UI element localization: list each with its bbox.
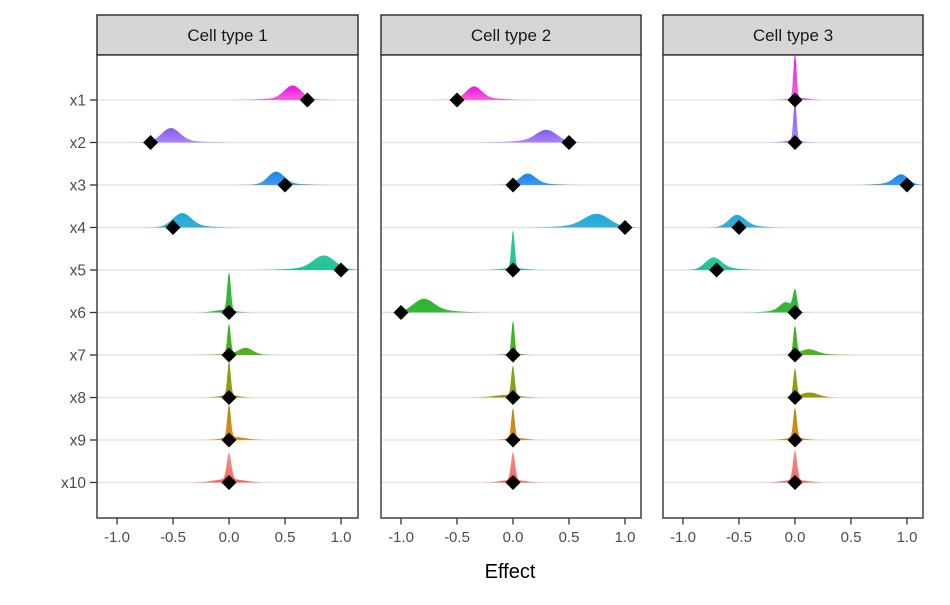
facet-panel-3: -1.0 -0.5 0.0 0.5 1.0: [662, 54, 924, 546]
facet-strip-2: [380, 14, 642, 56]
point-estimate-x1: [787, 92, 803, 108]
ridge-layer: [97, 85, 358, 483]
point-estimate-x8: [787, 390, 803, 405]
point-estimate-x7: [221, 347, 237, 363]
density-ridge-x3: [837, 174, 923, 185]
density-ridge-x6: [726, 289, 830, 313]
x-tick-label: 1.0: [897, 529, 918, 546]
point-estimate-x4: [165, 220, 181, 235]
category-label-x3: x3: [70, 178, 86, 195]
x-tick-label: -0.5: [444, 529, 470, 546]
x-tick-label: 0.5: [841, 529, 862, 546]
category-label-x6: x6: [70, 305, 86, 322]
x-tick-label: -1.0: [670, 529, 696, 546]
point-estimate-x5: [333, 262, 349, 278]
facet-panel-2: -1.0 -0.5 0.0 0.5 1.0: [380, 54, 642, 546]
category-label-x4: x4: [70, 220, 87, 237]
point-estimate-x7: [505, 347, 521, 363]
facet-strips: Cell type 1 Cell type 2 Cell type 3: [96, 14, 924, 56]
point-estimate-x6: [787, 305, 803, 320]
density-ridge-x8: [191, 361, 267, 398]
x-tick-label: 0.5: [275, 529, 296, 546]
x-tick-label: -0.5: [160, 529, 186, 546]
point-estimate-x1: [299, 92, 315, 108]
x-tick-label: 0.0: [503, 529, 524, 546]
density-ridge-x9: [757, 407, 833, 440]
panel-border: [96, 54, 359, 519]
density-ridge-x2: [755, 100, 831, 143]
point-estimate-x3: [505, 177, 521, 193]
panel-border: [380, 54, 642, 519]
point-estimate-x3: [899, 177, 915, 193]
point-estimate-x1: [449, 92, 465, 108]
point-estimate-x6: [393, 305, 409, 320]
x-axis-title: Effect: [485, 561, 536, 583]
category-label-x5: x5: [70, 263, 86, 280]
density-ridge-x1: [200, 85, 358, 100]
category-label-x9: x9: [70, 433, 86, 450]
point-estimate-x10: [787, 475, 803, 490]
density-ridge-x4: [490, 213, 641, 228]
point-estimate-x4: [731, 220, 747, 235]
ridge-layer: [381, 86, 641, 483]
density-ridge-x10: [748, 449, 842, 483]
density-ridge-x5: [663, 257, 785, 270]
density-ridge-x10: [172, 453, 286, 483]
density-ridge-x5: [217, 255, 358, 270]
point-estimate-x5: [505, 262, 521, 278]
density-ridge-x10: [466, 451, 560, 483]
facet-panel-1: -1.0 -0.5 0.0 0.5 1.0: [96, 54, 359, 546]
ridge-layer: [663, 55, 923, 483]
density-ridge-x3: [464, 173, 606, 185]
point-estimate-x2: [787, 135, 803, 150]
x-tick-label: 1.0: [615, 529, 636, 546]
density-ridge-x2: [97, 128, 265, 143]
point-estimate-x9: [787, 432, 803, 448]
point-estimate-x3: [277, 177, 293, 193]
category-label-x10: x10: [61, 475, 86, 492]
point-estimate-x10: [221, 475, 237, 490]
point-estimate-x9: [221, 432, 237, 448]
facet-strip-label-1: Cell type 1: [187, 26, 267, 45]
x-tick-label: -1.0: [104, 529, 130, 546]
category-label-x8: x8: [70, 390, 86, 407]
point-estimate-x7: [787, 347, 803, 363]
point-estimate-x9: [505, 432, 521, 448]
point-estimate-x8: [505, 390, 521, 405]
facet-strip-label-2: Cell type 2: [471, 26, 551, 45]
category-label-x2: x2: [70, 135, 86, 152]
density-ridge-x4: [684, 214, 807, 228]
point-estimate-x5: [709, 262, 725, 278]
panel-border: [662, 54, 924, 519]
facet-strip-label-3: Cell type 3: [753, 26, 833, 45]
point-estimate-x4: [617, 220, 633, 235]
facet-strip-1: [96, 14, 359, 56]
category-label-x7: x7: [70, 348, 86, 365]
point-estimate-x2: [561, 135, 577, 150]
facet-strip-3: [662, 14, 924, 56]
point-estimate-x6: [221, 305, 237, 320]
density-ridge-x1: [408, 86, 560, 100]
point-estimate-x2: [143, 135, 159, 150]
panel-background: [381, 55, 641, 518]
point-estimate-x8: [221, 390, 237, 405]
x-tick-label: 0.0: [785, 529, 806, 546]
density-ridge-x5: [466, 230, 560, 270]
point-estimate-x10: [505, 475, 521, 490]
density-ridge-x3: [207, 171, 358, 185]
x-tick-label: 1.0: [331, 529, 352, 546]
x-tick-label: 0.0: [219, 529, 240, 546]
x-tick-label: -0.5: [726, 529, 752, 546]
density-ridge-x4: [111, 213, 271, 228]
density-ridge-x7: [480, 320, 546, 355]
category-label-x1: x1: [70, 93, 86, 110]
x-tick-label: 0.5: [559, 529, 580, 546]
x-tick-label: -1.0: [388, 529, 414, 546]
density-ridge-x2: [446, 129, 625, 143]
density-ridge-x6: [381, 298, 517, 313]
